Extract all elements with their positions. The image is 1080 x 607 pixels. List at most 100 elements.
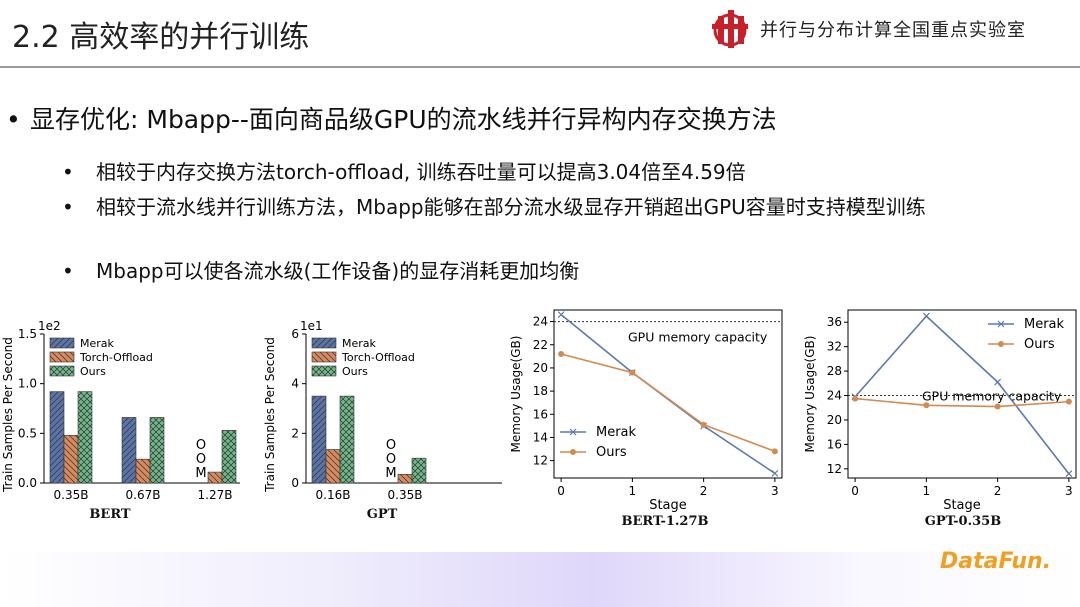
legend-label: Merak xyxy=(80,337,115,350)
bar-ours xyxy=(221,430,237,484)
legend-marker xyxy=(570,449,576,455)
bar-merak xyxy=(49,391,65,484)
x-axis-label: Stage xyxy=(649,498,687,513)
point-ours xyxy=(771,448,778,455)
legend-label: Ours xyxy=(596,445,627,460)
y-tick-label: 1.0 xyxy=(18,377,37,391)
bar-ours xyxy=(77,391,93,484)
point-merak xyxy=(994,378,1002,386)
y-tick-label: 6 xyxy=(291,327,299,341)
point-ours xyxy=(700,421,707,428)
bar-torch-offload xyxy=(207,471,223,484)
point-ours xyxy=(558,351,565,358)
y-tick-label: 28 xyxy=(827,364,842,378)
lab-name: 并行与分布计算全国重点实验室 xyxy=(760,20,1026,41)
sub-bullet-text: 相较于流水线并行训练方法，Mbapp能够在部分流水级显存开销超出GPU容量时支持… xyxy=(96,195,926,219)
sub-bullet-text: Mbapp可以使各流水级(工作设备)的显存消耗更加均衡 xyxy=(96,259,580,283)
legend-marker xyxy=(569,428,577,436)
legend-label: Merak xyxy=(342,337,377,350)
y-tick-label: 20 xyxy=(533,361,548,375)
y-tick-label: 18 xyxy=(533,384,548,398)
y-tick-label: 24 xyxy=(533,315,548,329)
plot-frame xyxy=(847,309,1077,479)
legend-swatch xyxy=(311,337,337,349)
point-ours xyxy=(994,403,1001,410)
y-tick-label: 0 xyxy=(291,476,299,490)
series-line-ours xyxy=(560,353,776,453)
main-bullet-dot: • xyxy=(6,105,21,134)
legend-swatch xyxy=(311,365,337,377)
point-merak xyxy=(1065,470,1073,478)
datafun-logo: DataFun. xyxy=(940,549,1052,574)
y-tick-label: 0.0 xyxy=(18,476,37,490)
y-tick-label: 36 xyxy=(827,315,842,329)
point-ours xyxy=(852,395,859,402)
bar-torch-offload xyxy=(63,435,79,484)
x-tick-label: 0 xyxy=(557,484,565,498)
footer-band xyxy=(0,552,1080,607)
legend-marker xyxy=(997,320,1005,328)
oom-annotation: O xyxy=(196,438,206,453)
x-tick-label: 1 xyxy=(923,484,931,498)
x-axis-label: Stage xyxy=(943,498,981,513)
bar-ours xyxy=(149,417,165,484)
axis-scale-label: 1e2 xyxy=(38,319,61,333)
y-tick-label: 1.5 xyxy=(18,327,37,341)
capacity-label: GPU memory capacity xyxy=(628,330,768,345)
header-divider xyxy=(0,66,1080,68)
legend-swatch xyxy=(49,351,75,363)
lab-logo-icon xyxy=(712,10,748,48)
y-axis-label: Train Samples Per Second xyxy=(1,337,15,493)
x-tick-label: 2 xyxy=(994,484,1002,498)
legend-swatch xyxy=(311,351,337,363)
y-tick-label: 16 xyxy=(827,437,842,451)
series-line-merak xyxy=(854,314,1070,475)
point-merak xyxy=(922,312,930,320)
y-tick-label: 20 xyxy=(827,413,842,427)
y-tick-label: 14 xyxy=(533,430,548,444)
x-tick-label: 3 xyxy=(771,484,779,498)
legend-marker xyxy=(998,341,1004,347)
y-tick-label: 4 xyxy=(291,377,299,391)
x-tick-label: 3 xyxy=(1065,484,1073,498)
x-tick-label: 1.27B xyxy=(198,488,233,502)
point-ours xyxy=(923,402,930,409)
point-merak xyxy=(557,311,565,319)
x-tick-label: 0 xyxy=(851,484,859,498)
x-tick-label: 0.35B xyxy=(388,488,423,502)
point-merak xyxy=(771,469,779,477)
sub-bullet-dot: • xyxy=(62,195,74,219)
bar-torch-offload xyxy=(397,474,413,484)
chart-title: GPT xyxy=(366,507,398,522)
y-tick-label: 22 xyxy=(533,338,548,352)
slide-title: 2.2 高效率的并行训练 xyxy=(12,20,310,55)
legend-label: Merak xyxy=(596,425,637,440)
chart-title: BERT-1.27B xyxy=(621,514,709,529)
bar-torch-offload xyxy=(325,449,341,484)
oom-annotation: M xyxy=(385,466,396,481)
legend-label: Merak xyxy=(1024,317,1065,332)
sub-bullet-text: 相较于内存交换方法torch-offload, 训练吞吐量可以提高3.04倍至4… xyxy=(96,160,746,184)
oom-annotation: O xyxy=(386,452,396,467)
point-ours xyxy=(1065,398,1072,405)
chart-title: GPT-0.35B xyxy=(924,514,1002,529)
legend-label: Ours xyxy=(342,365,368,378)
y-tick-label: 0.5 xyxy=(18,426,37,440)
axis-scale-label: 1e1 xyxy=(300,319,323,333)
bar-ours xyxy=(411,457,427,484)
x-tick-label: 0.16B xyxy=(316,488,351,502)
y-tick-label: 16 xyxy=(533,407,548,421)
legend-swatch xyxy=(49,365,75,377)
x-tick-label: 1 xyxy=(629,484,637,498)
capacity-label: GPU memory capacity xyxy=(922,389,1062,404)
oom-annotation: M xyxy=(195,466,206,481)
y-axis-label: Memory Usage(GB) xyxy=(803,336,817,453)
y-tick-label: 2 xyxy=(291,426,299,440)
main-bullet: • 显存优化: Mbapp--面向商品级GPU的流水线并行异构内存交换方法 xyxy=(6,100,777,136)
chart-title: BERT xyxy=(89,507,131,522)
bar-torch-offload xyxy=(135,458,151,484)
y-tick-label: 12 xyxy=(533,454,548,468)
